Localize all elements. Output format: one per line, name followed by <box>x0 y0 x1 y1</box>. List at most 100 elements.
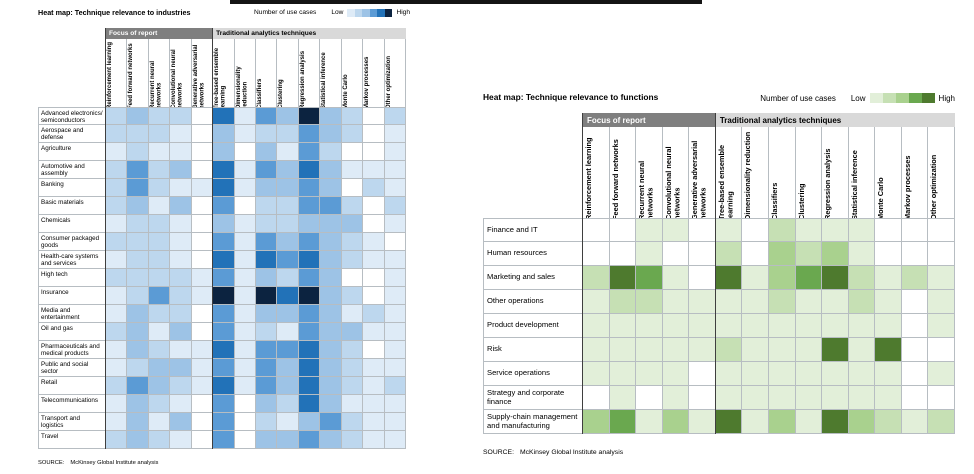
heatmap-cell <box>191 107 214 125</box>
column-header-text: Feed forward networks <box>610 139 620 218</box>
column-header: Other optimization <box>384 39 406 107</box>
heatmap-cell <box>848 314 876 338</box>
heatmap-cell <box>234 377 256 395</box>
heatmap-cell <box>848 362 876 386</box>
heatmap-cell <box>298 215 321 233</box>
heatmap-cell <box>298 233 321 251</box>
legend-swatch <box>347 9 355 17</box>
heatmap-cell <box>689 362 716 386</box>
heatmap-cell <box>822 410 849 434</box>
heatmap-cell <box>875 218 902 242</box>
heatmap-cell <box>715 338 743 362</box>
heatmap-cell <box>636 266 663 290</box>
heatmap-cell <box>170 143 192 161</box>
row-label: Agriculture <box>38 143 106 161</box>
heatmap-cell <box>256 233 278 251</box>
row-label: Basic materials <box>38 197 106 215</box>
heatmap-cell <box>795 410 823 434</box>
heatmap-cell <box>106 161 128 179</box>
column-header-text: Clustering <box>278 79 285 107</box>
heatmap-cell <box>363 341 385 359</box>
heatmap-cell <box>384 377 406 395</box>
legend-swatch <box>377 9 385 17</box>
heatmap-cell <box>742 314 769 338</box>
heatmap-cell <box>213 179 235 197</box>
heatmap-cell <box>106 287 128 305</box>
heatmap-cell <box>256 197 278 215</box>
heatmap-cell <box>742 338 769 362</box>
heatmap-cell <box>363 251 385 269</box>
heatmap-cell <box>901 410 929 434</box>
heatmap-cell <box>928 218 955 242</box>
row-label: Advanced electronics/ semiconductors <box>38 107 106 125</box>
heatmap-cell <box>277 287 299 305</box>
heatmap-cell <box>928 386 955 410</box>
heatmap-cell <box>234 395 256 413</box>
heatmap-cell <box>277 359 299 377</box>
row-label: Insurance <box>38 287 106 305</box>
column-header: Reinforcement learning <box>583 127 610 218</box>
legend-label: Number of use cases <box>760 93 836 103</box>
heatmap-cell <box>363 413 385 431</box>
heatmap-cell <box>689 410 716 434</box>
heatmap-cell <box>191 395 214 413</box>
column-header: Clustering <box>277 39 299 107</box>
heatmap-cell <box>341 215 364 233</box>
heatmap-cell <box>234 179 256 197</box>
heatmap-cell <box>795 314 823 338</box>
heatmap-cell <box>363 197 385 215</box>
heatmap-cell <box>106 305 128 323</box>
heatmap-cell <box>768 242 796 266</box>
column-header: Monte Carlo <box>875 127 902 218</box>
heatmap-cell <box>363 215 385 233</box>
heatmap-cell <box>256 413 278 431</box>
heatmap-cell <box>875 290 902 314</box>
heatmap-cell <box>875 266 902 290</box>
heatmap-cell <box>191 125 214 143</box>
heatmap-cell <box>256 287 278 305</box>
heatmap-cell <box>277 125 299 143</box>
heatmap-cell <box>256 269 278 287</box>
column-header-text: Tree-based ensemble learning <box>214 47 227 107</box>
group-separator-line <box>715 113 716 434</box>
column-header-text: Tree-based ensemble learning <box>716 144 735 218</box>
column-header: Recurrent neural networks <box>148 39 171 107</box>
heatmap-cell <box>609 218 637 242</box>
column-header: Feed forward networks <box>127 39 149 107</box>
heatmap-cell <box>609 362 637 386</box>
heatmap-cell <box>320 233 342 251</box>
heatmap-cell <box>320 125 342 143</box>
heatmap-cell <box>298 251 321 269</box>
column-header-text: Monte Carlo <box>876 177 886 218</box>
heatmap-cell <box>320 161 342 179</box>
row-label: Banking <box>38 179 106 197</box>
heatmap-cell <box>148 341 171 359</box>
heatmap-cell <box>234 143 256 161</box>
heatmap-cell <box>715 314 743 338</box>
heatmap-cell <box>213 359 235 377</box>
heatmap-cell <box>875 386 902 410</box>
heatmap-cell <box>106 251 128 269</box>
heatmap-cell <box>277 161 299 179</box>
heatmap-cell <box>341 323 364 341</box>
group-separator-line <box>105 28 106 449</box>
source-prefix: SOURCE: <box>483 449 514 456</box>
heatmap-cell <box>213 269 235 287</box>
heatmap-cell <box>363 305 385 323</box>
heatmap-cell <box>875 410 902 434</box>
heatmap-cell <box>106 179 128 197</box>
heatmap-cell <box>298 125 321 143</box>
heatmap-cell <box>662 314 690 338</box>
heatmap-cell <box>901 338 929 362</box>
heatmap-cell <box>795 218 823 242</box>
heatmap-cell <box>662 362 690 386</box>
column-header-text: Classifiers <box>769 182 779 218</box>
heatmap-cell <box>320 305 342 323</box>
heatmap-cell <box>234 107 256 125</box>
heatmap-cell <box>689 386 716 410</box>
heatmap-cell <box>583 290 610 314</box>
column-header-text: Clustering <box>796 183 806 218</box>
heatmap-cell <box>583 410 610 434</box>
heatmap-cell <box>609 242 637 266</box>
heatmap-cell <box>191 431 214 449</box>
